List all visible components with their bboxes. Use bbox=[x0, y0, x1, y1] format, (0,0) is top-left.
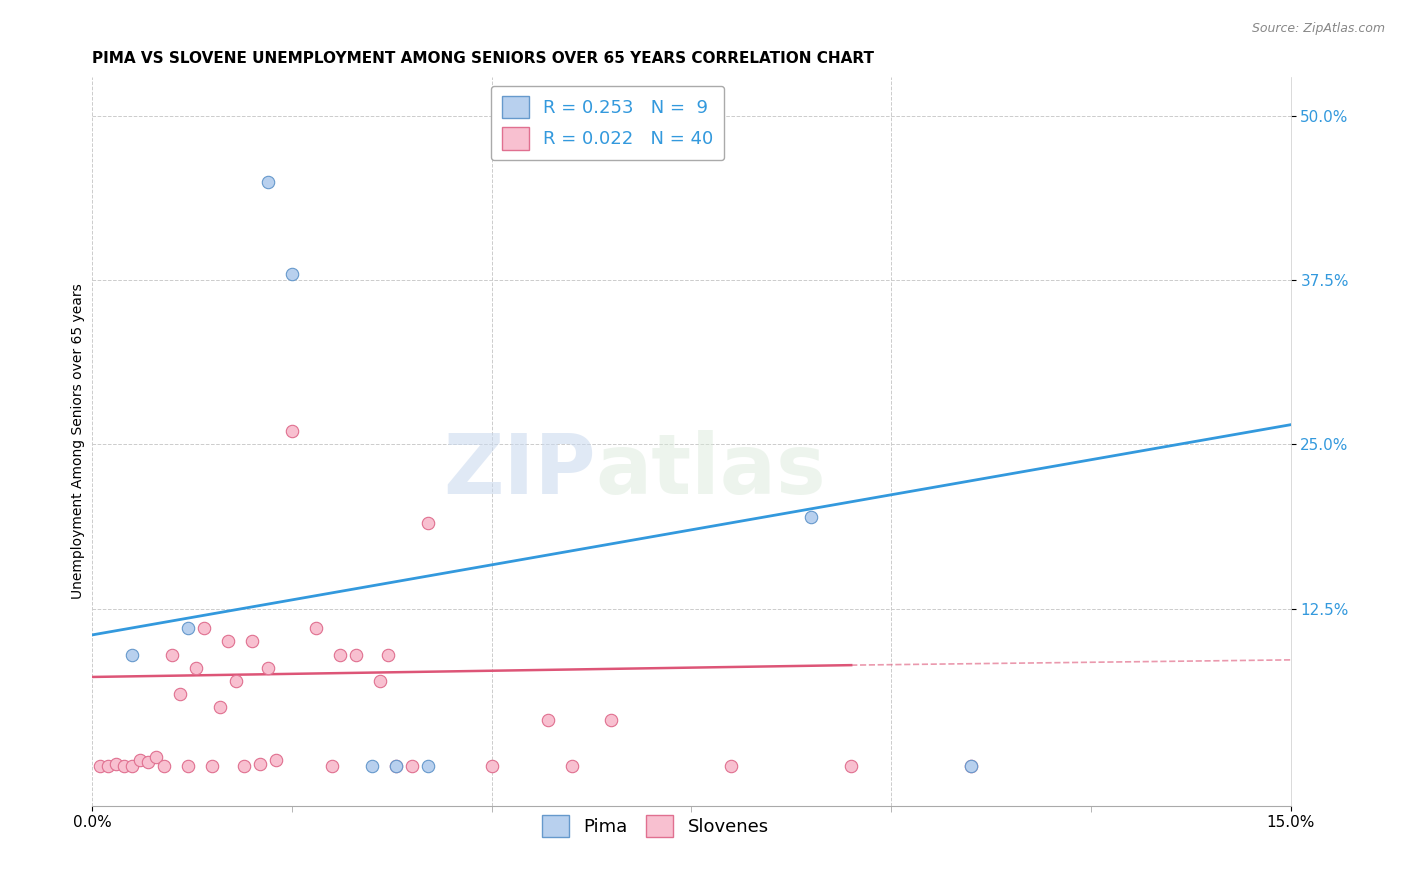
Point bbox=[121, 759, 143, 773]
Point bbox=[561, 759, 583, 773]
Point bbox=[264, 753, 287, 767]
Point bbox=[193, 621, 215, 635]
Point bbox=[416, 516, 439, 531]
Point bbox=[177, 621, 200, 635]
Point bbox=[384, 759, 406, 773]
Text: atlas: atlas bbox=[596, 430, 827, 511]
Point bbox=[240, 634, 263, 648]
Point bbox=[208, 700, 231, 714]
Point bbox=[129, 753, 152, 767]
Point bbox=[201, 759, 224, 773]
Point bbox=[720, 759, 742, 773]
Y-axis label: Unemployment Among Seniors over 65 years: Unemployment Among Seniors over 65 years bbox=[72, 284, 86, 599]
Point bbox=[233, 759, 256, 773]
Point bbox=[217, 634, 239, 648]
Point bbox=[281, 425, 304, 439]
Point bbox=[97, 759, 120, 773]
Point bbox=[481, 759, 503, 773]
Legend: Pima, Slovenes: Pima, Slovenes bbox=[534, 807, 776, 844]
Point bbox=[112, 759, 135, 773]
Point bbox=[153, 759, 176, 773]
Point bbox=[377, 648, 399, 662]
Point bbox=[89, 759, 111, 773]
Point bbox=[960, 759, 983, 773]
Point bbox=[257, 661, 280, 675]
Point bbox=[960, 759, 983, 773]
Point bbox=[177, 759, 200, 773]
Point bbox=[360, 759, 382, 773]
Point bbox=[384, 759, 406, 773]
Point bbox=[281, 267, 304, 281]
Point bbox=[321, 759, 343, 773]
Text: ZIP: ZIP bbox=[443, 430, 596, 511]
Point bbox=[368, 673, 391, 688]
Text: Source: ZipAtlas.com: Source: ZipAtlas.com bbox=[1251, 22, 1385, 36]
Point bbox=[416, 759, 439, 773]
Point bbox=[839, 759, 862, 773]
Point bbox=[160, 648, 183, 662]
Point bbox=[800, 509, 823, 524]
Point bbox=[121, 648, 143, 662]
Point bbox=[536, 714, 558, 728]
Point bbox=[225, 673, 247, 688]
Point bbox=[401, 759, 423, 773]
Point bbox=[600, 714, 623, 728]
Point bbox=[136, 756, 159, 770]
Point bbox=[249, 756, 271, 771]
Point bbox=[184, 661, 207, 675]
Point bbox=[329, 648, 352, 662]
Point bbox=[145, 750, 167, 764]
Text: PIMA VS SLOVENE UNEMPLOYMENT AMONG SENIORS OVER 65 YEARS CORRELATION CHART: PIMA VS SLOVENE UNEMPLOYMENT AMONG SENIO… bbox=[93, 51, 875, 66]
Point bbox=[257, 175, 280, 189]
Point bbox=[305, 621, 328, 635]
Point bbox=[344, 648, 367, 662]
Point bbox=[169, 687, 191, 701]
Point bbox=[105, 756, 128, 771]
